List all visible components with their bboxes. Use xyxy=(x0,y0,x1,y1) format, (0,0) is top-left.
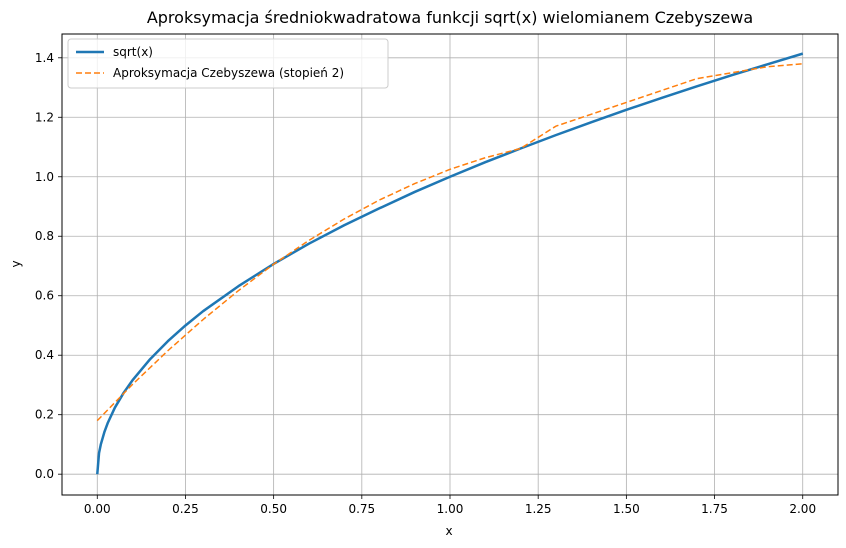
x-tick-label: 1.50 xyxy=(613,502,640,516)
legend: sqrt(x) Aproksymacja Czebyszewa (stopień… xyxy=(67,38,389,89)
x-axis-label: x xyxy=(445,524,452,538)
x-axis: 0.00 0.25 0.50 0.75 1.00 1.25 1.50 1.75 2.00 xyxy=(84,495,816,516)
x-tick-label: 1.25 xyxy=(525,502,552,516)
x-tick-label: 1.75 xyxy=(701,502,728,516)
x-tick-label: 2.00 xyxy=(789,502,816,516)
x-tick-label: 0.00 xyxy=(84,502,111,516)
y-tick-label: 0.2 xyxy=(35,408,54,422)
legend-label-sqrt: sqrt(x) xyxy=(113,45,153,59)
y-tick-label: 0.0 xyxy=(35,467,54,481)
y-tick-label: 1.0 xyxy=(35,170,54,184)
y-tick-label: 1.4 xyxy=(35,51,54,65)
series-group xyxy=(96,52,804,475)
y-tick-label: 0.8 xyxy=(35,229,54,243)
x-tick-label: 0.75 xyxy=(348,502,375,516)
legend-label-chebyshev: Aproksymacja Czebyszewa (stopień 2) xyxy=(113,66,344,80)
legend-box xyxy=(67,38,389,89)
y-tick-label: 0.4 xyxy=(35,348,54,362)
x-tick-label: 0.25 xyxy=(172,502,199,516)
series-line-sqrt xyxy=(96,52,804,475)
y-axis-label: y xyxy=(9,260,23,267)
y-tick-label: 0.6 xyxy=(35,289,54,303)
y-axis: 0.0 0.2 0.4 0.6 0.8 1.0 1.2 1.4 xyxy=(35,51,62,481)
x-tick-label: 0.50 xyxy=(260,502,287,516)
chart-title: Aproksymacja średniokwadratowa funkcji s… xyxy=(147,8,753,27)
y-tick-label: 1.2 xyxy=(35,110,54,124)
x-tick-label: 1.00 xyxy=(437,502,464,516)
series-line-chebyshev xyxy=(96,62,803,422)
